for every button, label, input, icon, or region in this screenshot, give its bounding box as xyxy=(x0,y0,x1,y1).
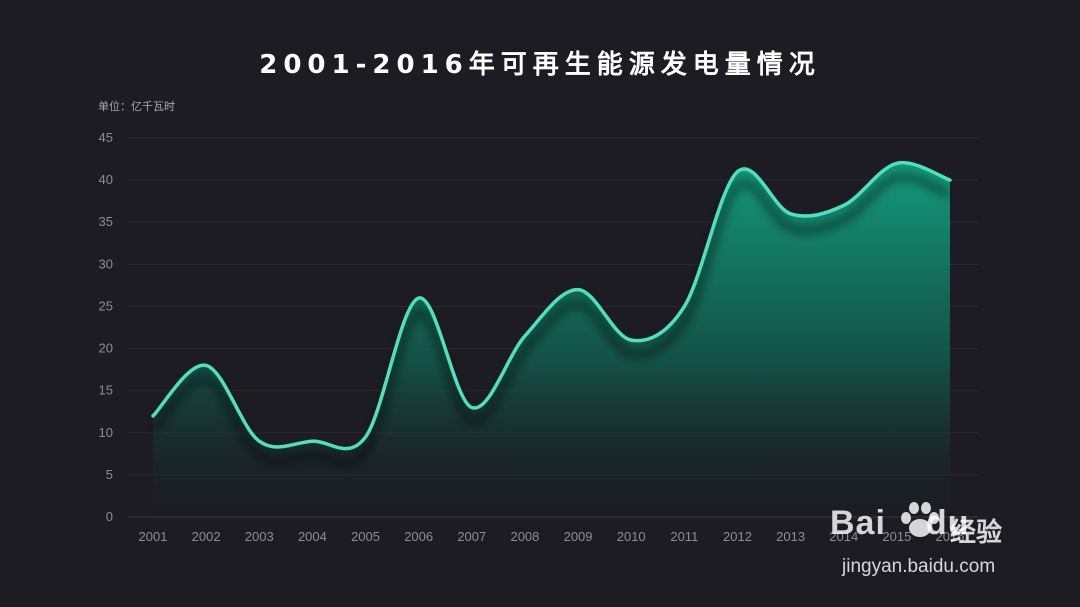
x-tick-label: 2005 xyxy=(351,529,380,544)
series-line xyxy=(151,160,952,451)
data-point-2013 xyxy=(788,211,794,217)
data-point-2011 xyxy=(681,303,687,309)
data-point-2010 xyxy=(628,337,634,343)
x-tick-label: 2002 xyxy=(192,529,221,544)
y-tick-label: 5 xyxy=(106,467,113,482)
x-tick-label: 2015 xyxy=(882,529,911,544)
y-tick-label: 15 xyxy=(99,383,113,398)
x-tick-label: 2008 xyxy=(510,529,539,544)
y-tick-label: 45 xyxy=(99,130,113,145)
x-tick-label: 2007 xyxy=(457,529,486,544)
y-tick-label: 10 xyxy=(99,425,113,440)
x-axis: 2001 2002 2003 2004 2005 2006 2007 2008 2009 2010… xyxy=(139,529,965,544)
data-point-2006 xyxy=(416,295,422,301)
data-point-2009 xyxy=(575,287,581,293)
y-tick-label: 20 xyxy=(99,341,113,356)
y-tick-label: 35 xyxy=(99,214,113,229)
x-tick-label: 2012 xyxy=(723,529,752,544)
y-tick-label: 0 xyxy=(106,509,113,524)
x-tick-label: 2004 xyxy=(298,529,327,544)
data-point-2001 xyxy=(150,413,156,419)
data-point-2015 xyxy=(894,160,900,166)
x-tick-label: 2016 xyxy=(936,529,965,544)
x-tick-label: 2014 xyxy=(829,529,858,544)
data-point-2014 xyxy=(841,202,847,208)
y-tick-label: 25 xyxy=(99,298,113,313)
x-tick-label: 2011 xyxy=(670,529,698,544)
data-point-2005 xyxy=(363,434,369,440)
data-point-2016 xyxy=(947,177,953,183)
x-tick-label: 2006 xyxy=(404,529,433,544)
y-tick-label: 30 xyxy=(99,256,113,271)
data-point-2007 xyxy=(469,405,475,411)
data-point-2008 xyxy=(522,333,528,339)
y-tick-label: 40 xyxy=(99,172,113,187)
x-tick-label: 2003 xyxy=(245,529,274,544)
data-point-2002 xyxy=(203,362,209,368)
series-area xyxy=(153,162,950,517)
x-tick-label: 2001 xyxy=(139,529,168,544)
data-point-2004 xyxy=(309,438,315,444)
chart-title: 2001-2016年可再生能源发电量情况 xyxy=(259,50,821,80)
data-point-2012 xyxy=(734,169,740,175)
y-axis: 0 5 10 15 20 25 30 35 40 45 xyxy=(99,130,113,524)
x-tick-label: 2009 xyxy=(564,529,593,544)
x-tick-label: 2013 xyxy=(776,529,805,544)
x-tick-label: 2010 xyxy=(617,529,646,544)
data-point-2003 xyxy=(256,438,262,444)
series-line-shadow xyxy=(150,172,952,467)
unit-label: 单位：亿千瓦时 xyxy=(98,100,175,113)
